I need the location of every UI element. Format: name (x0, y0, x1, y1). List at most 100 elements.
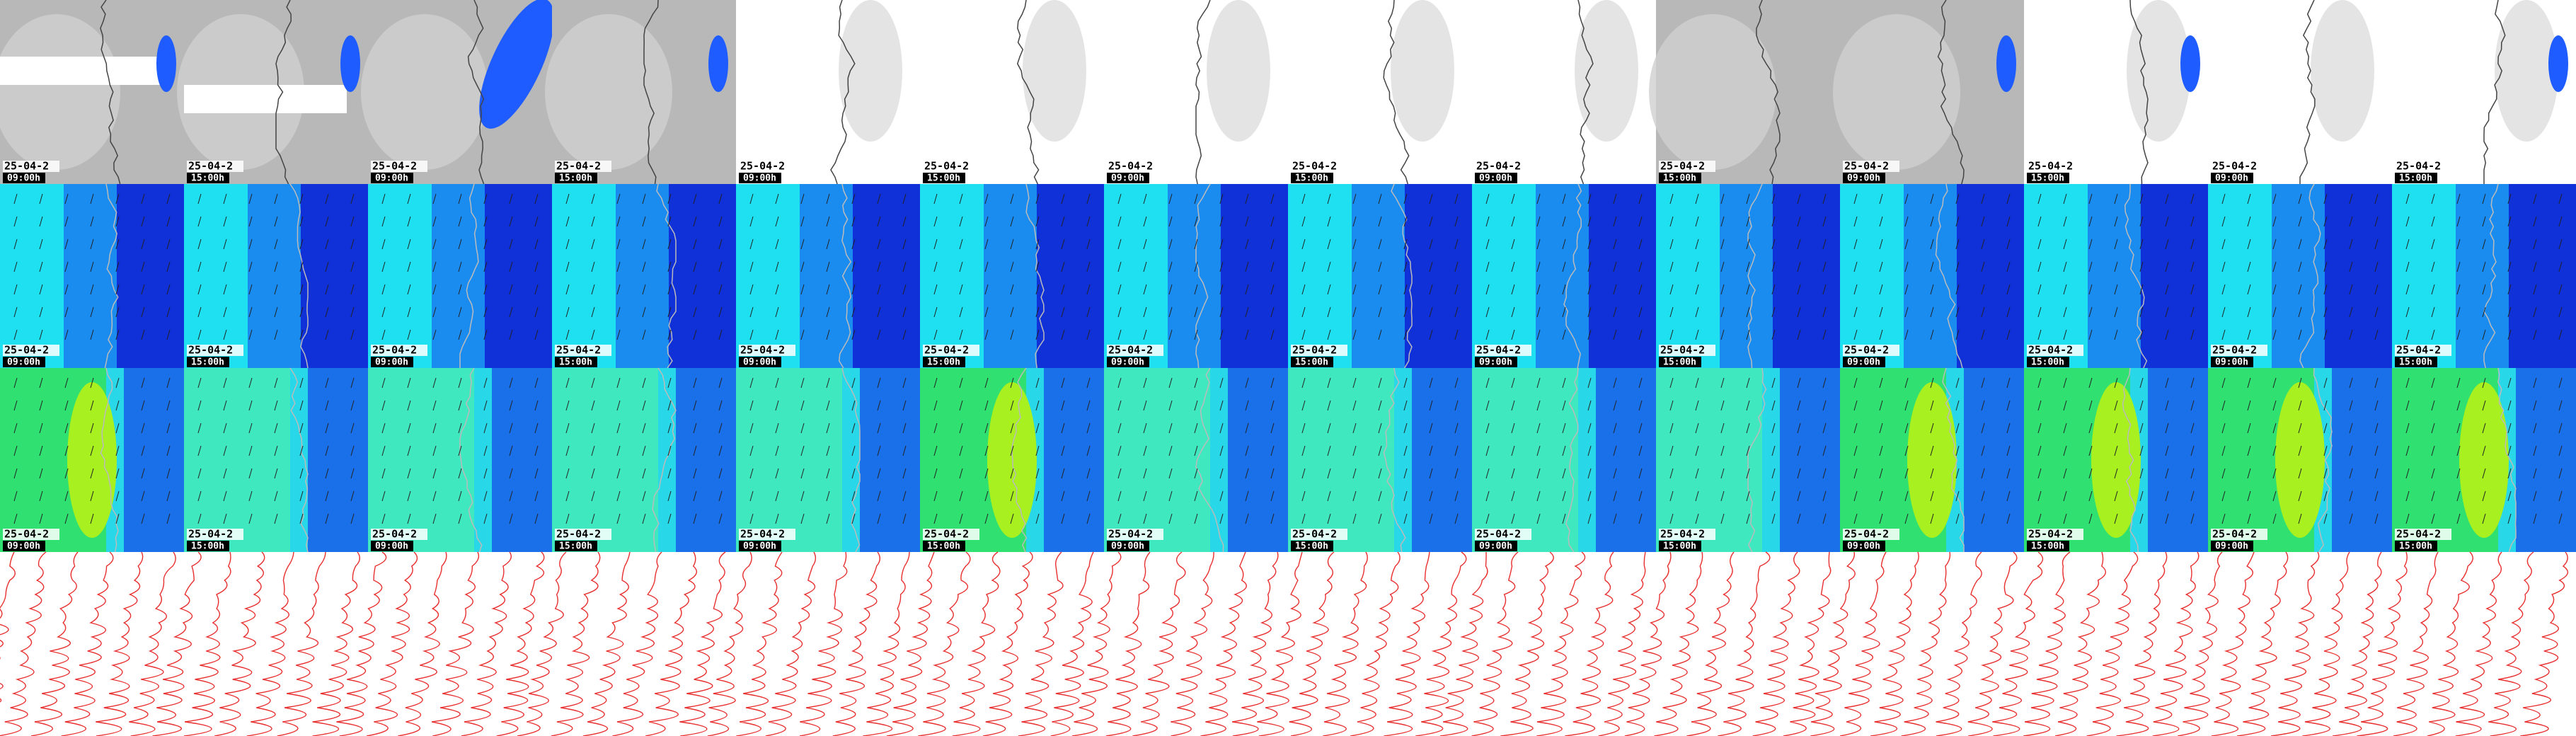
wind-arrow (2374, 284, 2379, 295)
wind-arrow (1797, 329, 1801, 340)
wind-arrow (1822, 513, 1827, 524)
wind-arrow (1562, 445, 1566, 456)
wind-arrow (274, 490, 278, 502)
wind-arrow (2114, 193, 2118, 205)
wind-arrow (1930, 284, 1934, 295)
gust-band (124, 368, 184, 552)
wind-arrow (1168, 445, 1173, 456)
wind-arrow (1587, 216, 1592, 227)
wind-arrow (1327, 284, 1331, 295)
wind-arrow (325, 216, 329, 227)
wind-arrow (1695, 216, 1699, 227)
wind-arrow (1485, 238, 1490, 250)
wind-arrow (1454, 329, 1459, 340)
wind-arrow (458, 284, 462, 295)
wind-arrow (667, 306, 672, 318)
wind-arrow (2114, 306, 2118, 318)
time-bg (1475, 173, 1517, 183)
wind-arrow (800, 329, 805, 340)
time-label: 09:00h (1847, 541, 1880, 552)
wind-arrow (2323, 216, 2328, 227)
wind-arrow (1904, 422, 1909, 434)
wind-arrow (2063, 468, 2067, 479)
wind-arrow (826, 422, 830, 434)
isobar (736, 551, 783, 736)
wind-arrow (2349, 377, 2353, 389)
wind-arrow (800, 238, 805, 250)
wind-arrow (2037, 193, 2042, 205)
wind-arrow (1301, 468, 1306, 479)
date-label: 25-04-2 (372, 344, 417, 357)
wind-arrow (851, 490, 856, 502)
wind-arrow (1797, 490, 1801, 502)
wind-arrow (1086, 468, 1091, 479)
date-label: 25-04-2 (4, 344, 49, 357)
wind-arrow (1270, 377, 1275, 389)
isobar (1901, 551, 1951, 736)
wind-arrow (616, 216, 621, 227)
wind-arrow (2165, 513, 2169, 524)
cloud (839, 0, 902, 142)
wind-arrow (2374, 329, 2379, 340)
wind-arrow (141, 216, 145, 227)
isobar (152, 551, 202, 736)
wind-arrow (2006, 445, 2011, 456)
wind-arrow (1562, 216, 1566, 227)
wind-arrow (1955, 445, 1960, 456)
wind-arrow (1143, 377, 1147, 389)
wind-arrow (959, 306, 963, 318)
wind-arrow (933, 445, 938, 456)
wind-arrow (2558, 422, 2563, 434)
wind-arrow (1613, 377, 1617, 389)
wind-arrow (299, 445, 304, 456)
wind-arrow (2456, 238, 2461, 250)
time-label: 09:00h (2215, 357, 2248, 368)
wind-arrow (616, 284, 621, 295)
wind-band (1773, 184, 1840, 368)
wind-arrow (775, 445, 779, 456)
wind-arrow (1720, 238, 1725, 250)
wind-arrow (141, 238, 145, 250)
wind-arrow (534, 377, 539, 389)
wind-arrow (933, 513, 938, 524)
wind-arrow (1853, 193, 1858, 205)
time-label: 09:00h (1479, 541, 1512, 552)
wind-arrow (749, 468, 754, 479)
precip (1996, 35, 2016, 92)
date-bg (739, 161, 795, 172)
wind-arrow (432, 377, 437, 389)
wind-arrow (1613, 445, 1617, 456)
wind-arrow (13, 261, 18, 272)
wind-arrow (1695, 400, 1699, 411)
wind-arrow (2431, 329, 2435, 340)
wind-arrow (458, 306, 462, 318)
wind-arrow (509, 284, 513, 295)
wind-arrow (1771, 445, 1776, 456)
wind-arrow (718, 422, 723, 434)
gust-band (1596, 368, 1656, 552)
date-bg (923, 529, 979, 540)
wind-arrow (2190, 422, 2195, 434)
wind-arrow (1194, 513, 1198, 524)
wind-arrow (1822, 238, 1827, 250)
wind-arrow (2507, 513, 2512, 524)
wind-arrow (299, 422, 304, 434)
wind-arrow (1117, 306, 1122, 318)
gust-band (1412, 368, 1472, 552)
wind-arrow (1638, 261, 1643, 272)
wind-arrow (800, 490, 805, 502)
wind-arrow (2298, 306, 2302, 318)
wind-arrow (902, 261, 907, 272)
time-bg (2395, 173, 2437, 183)
wind-arrow (877, 306, 881, 318)
wind-arrow (1955, 238, 1960, 250)
wind-arrow (1562, 490, 1566, 502)
wind-arrow (1638, 445, 1643, 456)
wind-arrow (1669, 238, 1674, 250)
gust-band (2516, 368, 2576, 552)
wind-arrow (2139, 261, 2144, 272)
wind-arrow (1219, 468, 1224, 479)
wind-arrow (1771, 238, 1776, 250)
wind-arrow (509, 193, 513, 205)
wind-arrow (1771, 329, 1776, 340)
